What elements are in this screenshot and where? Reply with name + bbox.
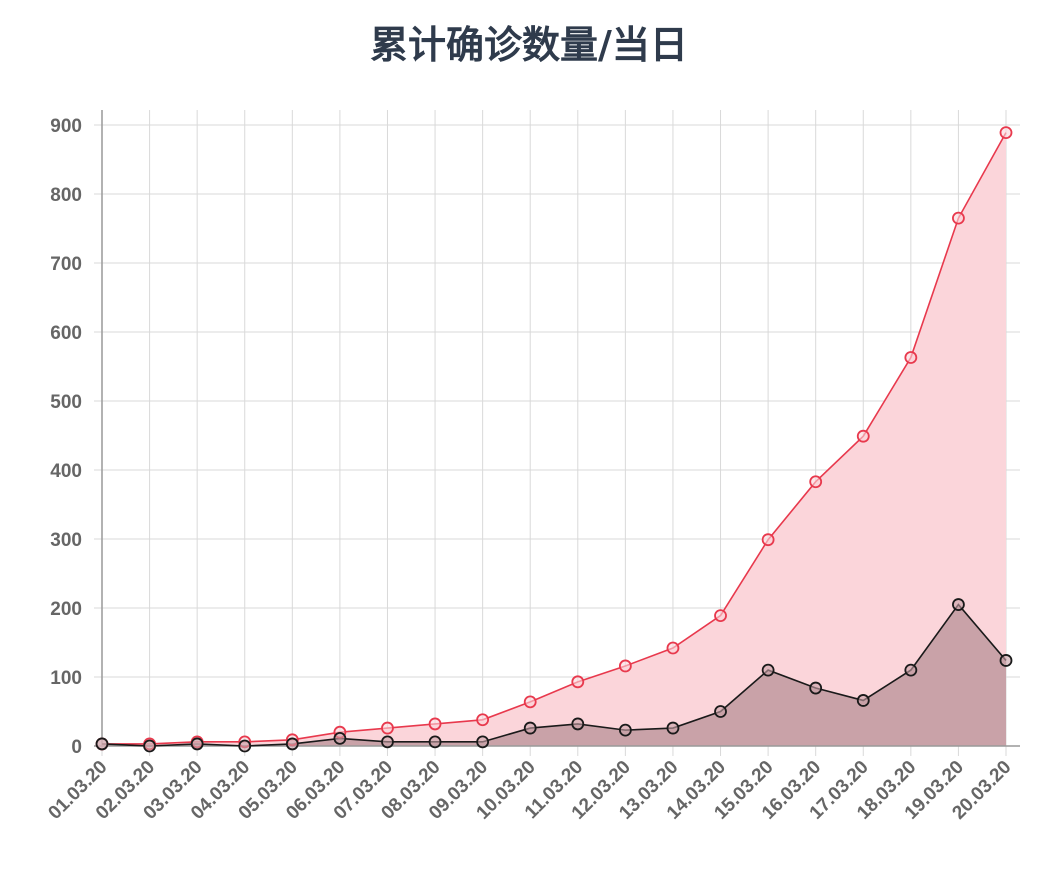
y-tick-label: 0 (71, 737, 82, 758)
data-point (238, 739, 252, 753)
y-tick-label: 800 (50, 185, 82, 206)
y-tick-label: 700 (50, 254, 82, 275)
y-tick-label: 100 (50, 668, 82, 689)
data-point (856, 429, 870, 443)
y-tick-label: 600 (50, 323, 82, 344)
data-point (333, 732, 347, 745)
y-tick-label: 200 (50, 599, 82, 620)
data-point (476, 735, 490, 749)
series-areas (102, 132, 1006, 747)
data-point (999, 126, 1013, 139)
series-line-1 (101, 603, 1007, 747)
y-tick-label: 400 (50, 461, 82, 482)
y-tick-label: 300 (50, 530, 82, 551)
data-point (904, 351, 918, 364)
y-tick-label: 900 (50, 116, 82, 137)
data-point (856, 694, 870, 707)
data-points (95, 126, 1013, 753)
data-point (95, 737, 109, 751)
data-point (904, 663, 918, 677)
data-point (428, 717, 442, 731)
series-line-0 (102, 132, 1007, 745)
data-point (761, 663, 775, 677)
data-point (952, 598, 965, 611)
data-point (571, 675, 585, 689)
data-point (714, 609, 727, 622)
data-point (476, 713, 490, 727)
data-point (381, 735, 394, 749)
data-point (571, 717, 585, 731)
data-point (809, 475, 823, 489)
data-point (666, 641, 680, 655)
data-point (285, 737, 299, 751)
data-point (999, 654, 1013, 667)
data-point (143, 739, 156, 753)
series-area-1 (102, 604, 1006, 746)
data-point (761, 533, 775, 547)
y-tick-label: 500 (50, 392, 82, 413)
data-point (381, 721, 394, 735)
data-point (666, 721, 680, 735)
data-point (428, 735, 442, 749)
data-point (952, 211, 965, 225)
data-point (190, 737, 204, 751)
data-point (714, 705, 727, 718)
data-point (618, 659, 632, 673)
data-point (523, 721, 537, 735)
data-point (523, 695, 537, 709)
data-point (618, 723, 632, 737)
series-lines (101, 132, 1007, 747)
data-point (809, 681, 823, 695)
series-area-0 (102, 132, 1006, 747)
chart-title: 累计确诊数量/当日 (370, 23, 688, 67)
